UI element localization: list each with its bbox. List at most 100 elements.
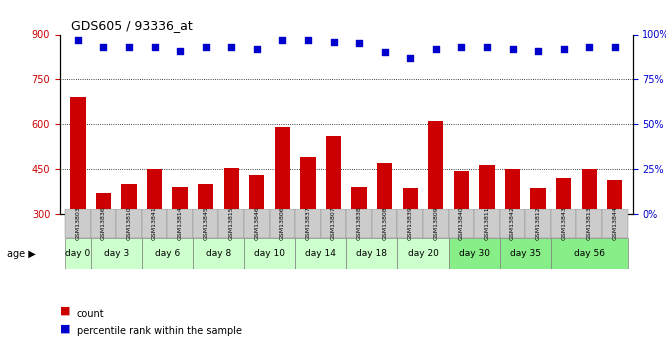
Text: ■: ■ [60, 306, 71, 316]
Point [533, 48, 543, 53]
FancyBboxPatch shape [551, 209, 577, 238]
Bar [480, 165, 495, 304]
FancyBboxPatch shape [193, 209, 218, 238]
Point [124, 44, 135, 50]
FancyBboxPatch shape [372, 209, 398, 238]
Text: GSM13810: GSM13810 [127, 207, 131, 240]
Bar [402, 188, 418, 304]
Text: day 14: day 14 [305, 249, 336, 258]
FancyBboxPatch shape [449, 209, 474, 238]
Text: GSM13837: GSM13837 [306, 206, 310, 240]
FancyBboxPatch shape [116, 209, 142, 238]
FancyBboxPatch shape [398, 209, 423, 238]
Bar [275, 127, 290, 304]
Bar [454, 170, 469, 304]
Point [609, 44, 620, 50]
Point [558, 46, 569, 52]
FancyBboxPatch shape [218, 209, 244, 238]
FancyBboxPatch shape [398, 238, 449, 269]
FancyBboxPatch shape [65, 209, 91, 238]
Point [380, 50, 390, 55]
Text: day 30: day 30 [459, 249, 490, 258]
Bar [224, 168, 239, 304]
Text: day 56: day 56 [573, 249, 605, 258]
Text: count: count [77, 309, 104, 319]
Bar [377, 163, 392, 304]
Text: GSM13840: GSM13840 [459, 207, 464, 240]
FancyBboxPatch shape [167, 209, 193, 238]
Text: GSM13812: GSM13812 [535, 207, 541, 240]
Bar [70, 97, 85, 304]
FancyBboxPatch shape [193, 238, 244, 269]
FancyBboxPatch shape [142, 209, 167, 238]
Bar [505, 169, 520, 304]
Text: GSM13807: GSM13807 [331, 207, 336, 240]
Bar [581, 169, 597, 304]
Text: GSM13806: GSM13806 [280, 207, 285, 240]
Point [405, 55, 416, 61]
Text: day 20: day 20 [408, 249, 438, 258]
Text: day 10: day 10 [254, 249, 285, 258]
FancyBboxPatch shape [602, 209, 627, 238]
FancyBboxPatch shape [270, 209, 295, 238]
FancyBboxPatch shape [525, 209, 551, 238]
Text: day 0: day 0 [65, 249, 91, 258]
Text: day 8: day 8 [206, 249, 231, 258]
FancyBboxPatch shape [65, 238, 91, 269]
Point [252, 46, 262, 52]
Point [200, 44, 211, 50]
Text: GSM13815: GSM13815 [228, 207, 234, 240]
Text: GSM13803: GSM13803 [75, 207, 81, 240]
Bar [556, 178, 571, 304]
FancyBboxPatch shape [91, 238, 142, 269]
FancyBboxPatch shape [91, 209, 116, 238]
Bar [530, 188, 545, 304]
Text: GSM13839: GSM13839 [408, 206, 413, 240]
Text: day 18: day 18 [356, 249, 388, 258]
Point [98, 44, 109, 50]
Point [73, 37, 83, 43]
FancyBboxPatch shape [449, 238, 500, 269]
Point [354, 41, 364, 46]
FancyBboxPatch shape [346, 209, 372, 238]
Text: day 3: day 3 [104, 249, 129, 258]
Bar [172, 187, 188, 304]
FancyBboxPatch shape [295, 238, 346, 269]
Text: age ▶: age ▶ [7, 249, 35, 258]
Bar [352, 187, 367, 304]
FancyBboxPatch shape [500, 209, 525, 238]
FancyBboxPatch shape [551, 238, 627, 269]
FancyBboxPatch shape [321, 209, 346, 238]
Point [430, 46, 441, 52]
Point [456, 44, 467, 50]
Bar [198, 184, 213, 304]
Text: ■: ■ [60, 323, 71, 333]
Text: day 6: day 6 [155, 249, 180, 258]
Point [226, 44, 236, 50]
Text: GSM13808: GSM13808 [382, 207, 387, 240]
Point [584, 44, 595, 50]
Text: GSM13838: GSM13838 [356, 207, 362, 240]
FancyBboxPatch shape [244, 238, 295, 269]
FancyBboxPatch shape [142, 238, 193, 269]
Bar [96, 193, 111, 304]
Bar [147, 169, 163, 304]
Text: GSM13814: GSM13814 [178, 207, 182, 240]
Text: GSM13846: GSM13846 [254, 207, 259, 240]
FancyBboxPatch shape [295, 209, 321, 238]
Point [507, 46, 518, 52]
Bar [428, 121, 444, 304]
Bar [300, 157, 316, 304]
Point [482, 44, 492, 50]
FancyBboxPatch shape [577, 209, 602, 238]
Text: GSM13843: GSM13843 [561, 206, 566, 240]
Text: GSM13836: GSM13836 [101, 207, 106, 240]
FancyBboxPatch shape [423, 209, 449, 238]
Bar [326, 136, 341, 304]
FancyBboxPatch shape [244, 209, 270, 238]
Point [302, 37, 313, 43]
Bar [249, 175, 264, 304]
Text: percentile rank within the sample: percentile rank within the sample [77, 326, 242, 336]
FancyBboxPatch shape [500, 238, 551, 269]
Text: GDS605 / 93336_at: GDS605 / 93336_at [71, 19, 193, 32]
